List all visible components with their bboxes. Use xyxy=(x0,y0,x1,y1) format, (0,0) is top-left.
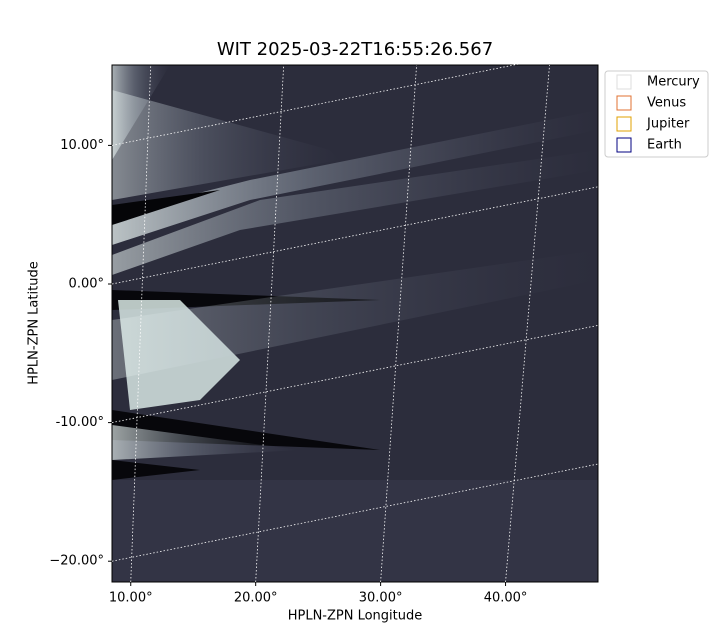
legend-box xyxy=(604,70,709,158)
grid-line xyxy=(505,64,550,583)
legend-label: Earth xyxy=(647,138,682,153)
chart-title: WIT 2025-03-22T16:55:26.567 xyxy=(217,39,493,60)
y-tick-label: 0.00° xyxy=(69,276,104,291)
legend: Mercury Venus Jupiter Earth xyxy=(616,74,700,153)
legend-swatch xyxy=(616,116,632,132)
x-tick-label: 10.00° xyxy=(109,591,153,606)
x-tick-label: 20.00° xyxy=(234,591,278,606)
x-axis-label: HPLN-ZPN Longitude xyxy=(288,609,423,624)
legend-label: Venus xyxy=(647,96,686,111)
y-tick-label: −20.00° xyxy=(49,554,104,569)
grid-line xyxy=(130,64,152,583)
y-tick-label: 10.00° xyxy=(60,138,104,153)
y-tick-label: -10.00° xyxy=(56,415,104,430)
grid-line xyxy=(255,64,285,583)
x-tick-label: 30.00° xyxy=(359,591,403,606)
legend-label: Jupiter xyxy=(646,117,690,132)
grid-line xyxy=(111,463,599,562)
image xyxy=(112,65,598,582)
legend-swatch xyxy=(616,95,632,111)
axes-frame xyxy=(111,64,599,583)
legend-label: Mercury xyxy=(647,75,700,90)
grid-line xyxy=(380,64,418,583)
legend-swatch xyxy=(616,137,632,153)
grid-line xyxy=(111,47,599,146)
legend-swatch xyxy=(616,74,632,90)
grid xyxy=(111,47,599,583)
grid-line xyxy=(111,325,599,423)
grid-line xyxy=(111,186,599,285)
x-tick-label: 40.00° xyxy=(484,591,528,606)
y-axis-label: HPLN-ZPN Latitude xyxy=(27,261,42,384)
